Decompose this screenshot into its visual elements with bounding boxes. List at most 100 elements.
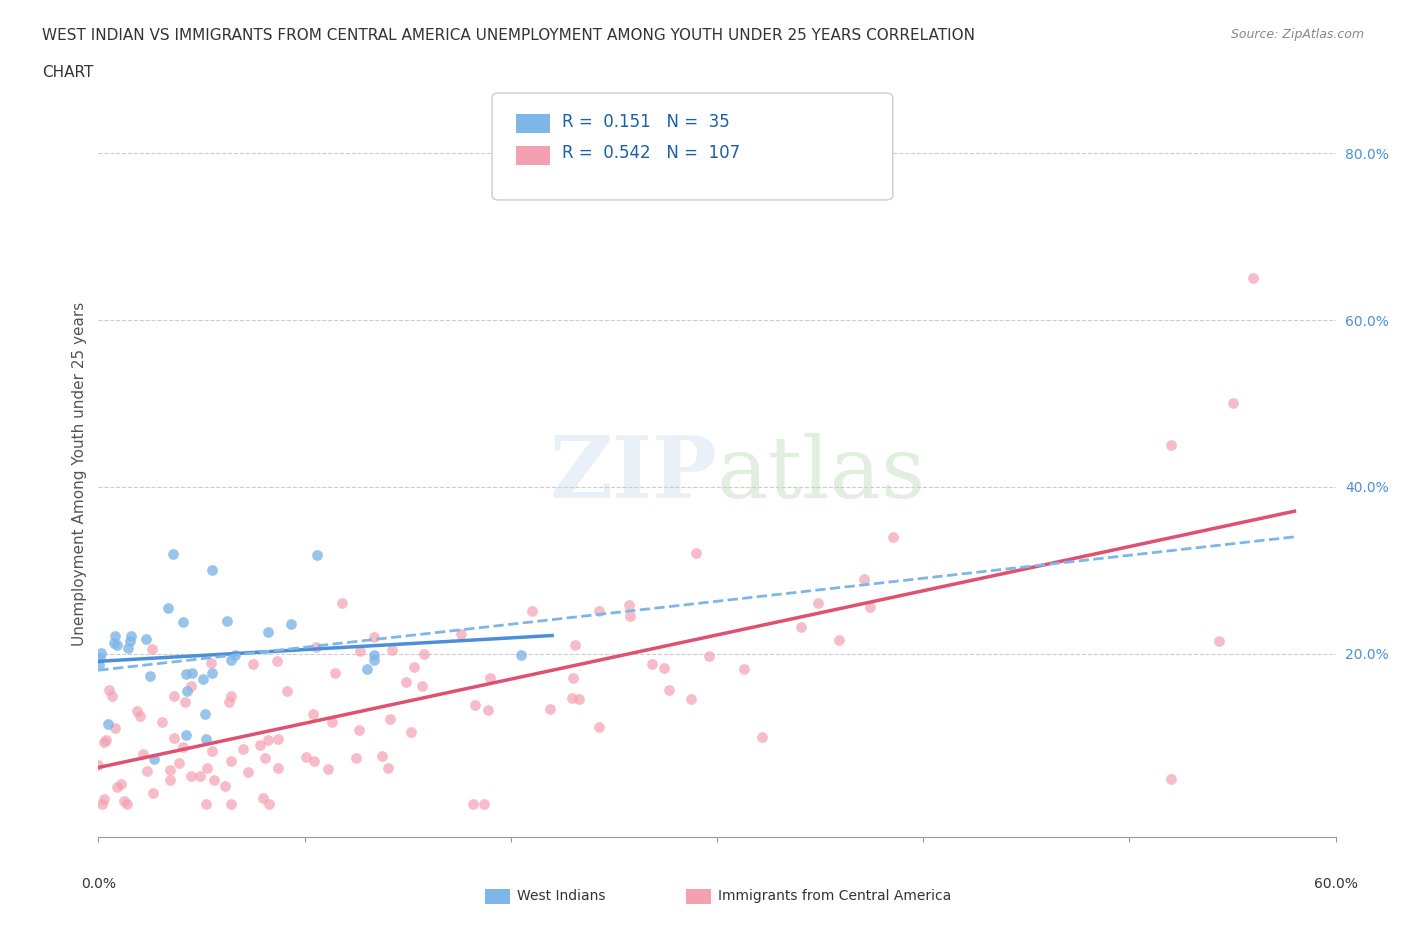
Point [249,737,271,752]
Point [363,647,385,662]
Point [142,786,165,801]
Point [193,706,215,721]
Point [195,796,218,811]
Point [568,692,591,707]
Point [238,764,260,779]
Point [477,703,499,718]
Point [200,655,222,670]
Point [267,761,290,776]
Point [125,704,148,719]
Point [562,671,585,685]
Point [129,709,152,724]
Point [156,601,179,616]
Point [305,640,328,655]
Point [162,546,184,561]
Point [93,791,115,806]
Point [188,769,211,784]
Point [110,777,132,791]
Text: atlas: atlas [717,432,927,516]
Point [564,638,586,653]
Point [93,735,115,750]
Point [195,732,218,747]
Point [87,658,110,672]
Point [266,654,288,669]
Point [172,615,194,630]
Text: Source: ZipAtlas.com: Source: ZipAtlas.com [1230,28,1364,41]
Point [1241,271,1264,286]
Point [120,629,142,644]
Point [169,755,191,770]
Point [472,796,495,811]
Point [232,741,254,756]
Point [219,753,242,768]
Text: West Indians: West Indians [517,888,606,903]
Point [180,769,202,784]
Point [509,647,531,662]
Point [257,624,280,639]
Point [217,614,239,629]
Point [135,631,157,646]
Point [349,644,371,658]
Point [859,600,882,615]
Point [201,563,224,578]
Point [218,695,240,710]
Point [1160,771,1182,786]
Point [172,739,194,754]
Point [619,608,641,623]
Point [479,671,502,685]
Point [259,796,281,811]
Point [412,646,434,661]
Point [97,717,120,732]
Point [307,548,329,563]
Point [321,715,343,730]
Text: CHART: CHART [42,65,94,80]
Point [295,749,318,764]
Point [363,630,385,644]
Point [112,793,135,808]
Point [176,684,198,698]
Point [253,751,276,766]
Point [1160,438,1182,453]
Point [159,773,181,788]
Point [219,688,242,703]
Point [150,714,173,729]
Point [641,657,664,671]
Text: 0.0%: 0.0% [82,877,115,891]
Point [105,780,128,795]
Point [118,633,141,648]
Point [344,751,367,765]
Point [538,702,561,717]
Point [697,648,720,663]
Point [323,666,346,681]
Point [371,749,394,764]
Point [174,666,197,681]
Text: R =  0.542   N =  107: R = 0.542 N = 107 [562,144,741,163]
Point [103,636,125,651]
Point [404,659,426,674]
Point [807,596,830,611]
Point [267,732,290,747]
Point [332,595,354,610]
Point [90,645,112,660]
Point [853,571,876,586]
Point [89,651,111,666]
Point [105,638,128,653]
Point [87,758,110,773]
Point [91,796,114,811]
Point [252,790,274,805]
Point [201,743,224,758]
Point [617,597,640,612]
Point [450,627,472,642]
Point [180,679,202,694]
Point [219,796,242,811]
Point [201,665,224,680]
Point [751,730,773,745]
Point [174,727,197,742]
Point [141,642,163,657]
Point [363,652,385,667]
Point [377,760,399,775]
Point [658,683,681,698]
Point [356,661,378,676]
Point [163,731,186,746]
Point [143,751,166,766]
